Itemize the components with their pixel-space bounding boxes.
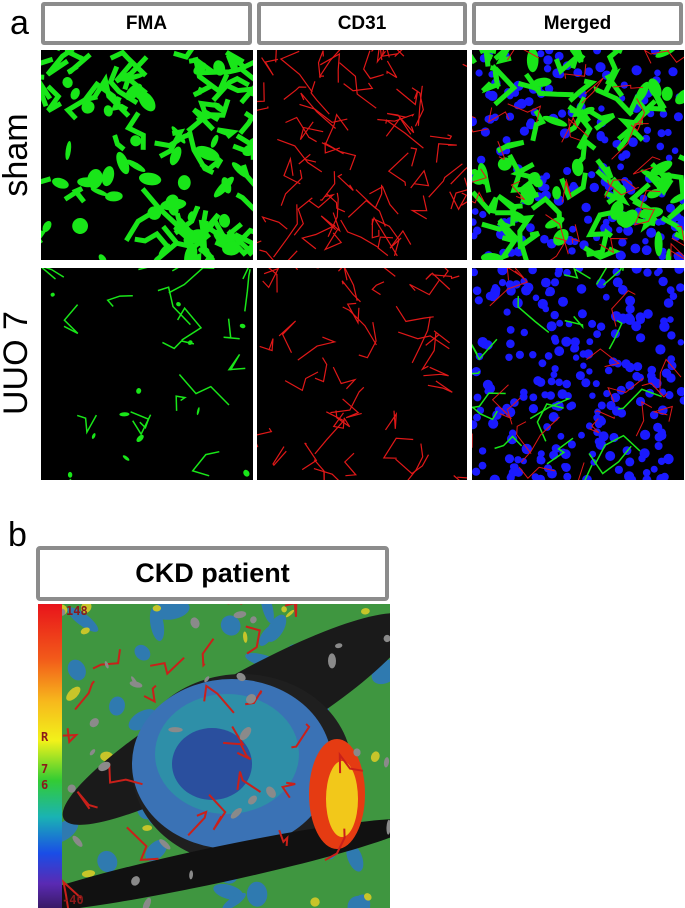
scale-tick-mid3: 6	[41, 778, 49, 792]
panel-b-label: b	[8, 516, 27, 554]
micrograph-uuo7-fma	[41, 268, 253, 480]
micrograph-sham-merged	[472, 50, 684, 260]
panel-a-label: a	[10, 4, 29, 42]
scale-tick-bottom: -40	[62, 893, 84, 907]
row-label-sham: sham	[0, 113, 35, 197]
column-header-cd31: CD31	[257, 2, 467, 45]
row-label-uuo7: UUO 7	[0, 311, 35, 415]
micrograph-sham-fma	[41, 50, 253, 260]
color-scale-bar	[38, 604, 62, 908]
scale-tick-mid2: 7	[41, 762, 49, 776]
scale-tick-top: 148	[66, 604, 88, 618]
scale-tick-mid: R	[41, 730, 49, 744]
ckd-patient-title: CKD patient	[36, 546, 389, 601]
column-header-fma: FMA	[41, 2, 252, 45]
cardiac-t1-map-image	[62, 604, 390, 908]
micrograph-uuo7-cd31	[257, 268, 467, 480]
column-header-merged: Merged	[472, 2, 683, 45]
micrograph-uuo7-merged	[472, 268, 684, 480]
micrograph-sham-cd31	[257, 50, 467, 260]
